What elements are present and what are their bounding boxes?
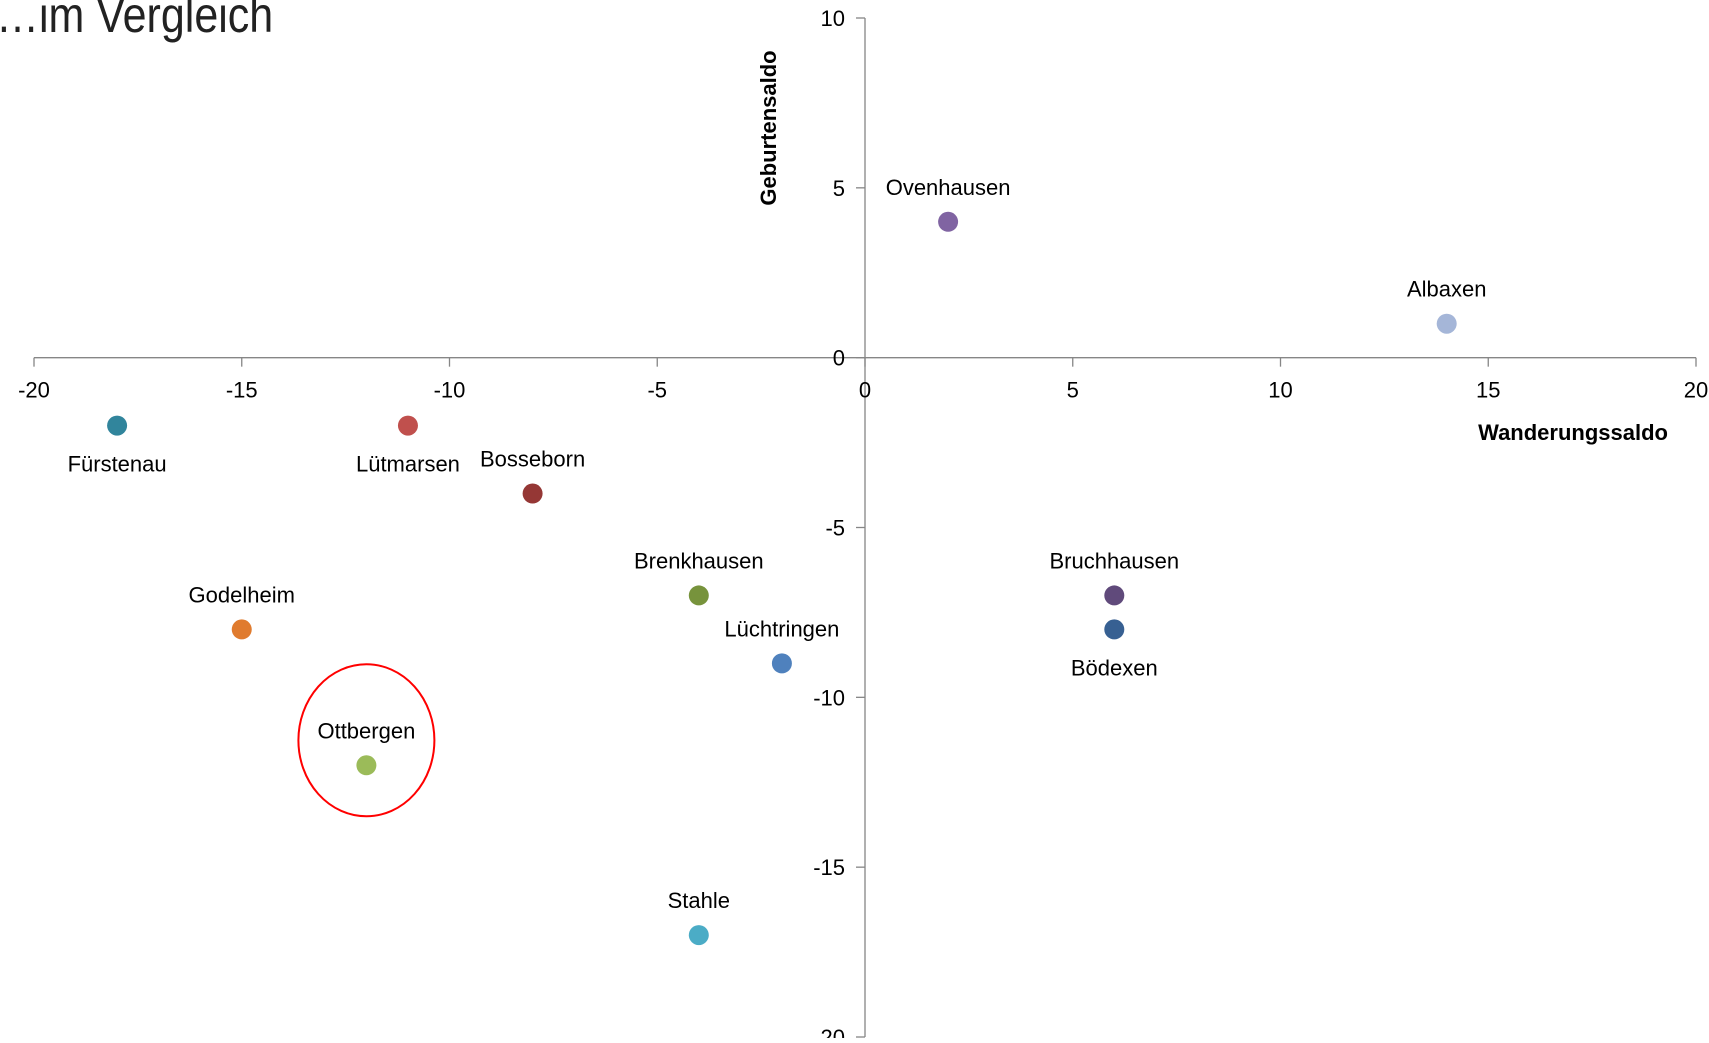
data-point-stahle: [688, 925, 709, 946]
x-tick-label: -5: [647, 378, 667, 403]
y-tick-label: -20: [813, 1025, 845, 1038]
data-point-luechtringen: [771, 653, 792, 674]
data-point-bruchhausen: [1104, 585, 1125, 606]
y-tick-label: -10: [813, 685, 845, 710]
data-label-bosseborn: Bosseborn: [480, 447, 585, 472]
data-label-ottbergen: Ottbergen: [317, 718, 415, 743]
x-tick-label: 0: [859, 378, 871, 403]
x-tick-label: 20: [1684, 378, 1708, 403]
data-label-brenkhausen: Brenkhausen: [634, 548, 764, 573]
y-axis-title: Geburtensaldo: [756, 50, 781, 205]
x-tick-label: 15: [1476, 378, 1500, 403]
x-tick-label: 10: [1268, 378, 1292, 403]
x-axis-title: Wanderungssaldo: [1478, 420, 1668, 445]
highlight-ellipse: [297, 663, 436, 818]
y-tick-label: -5: [825, 516, 845, 541]
data-point-albaxen: [1436, 313, 1457, 334]
y-tick-label: 10: [821, 6, 845, 31]
data-label-ovenhausen: Ovenhausen: [886, 175, 1011, 200]
data-point-ottbergen: [356, 755, 377, 776]
data-point-boedexen: [1104, 619, 1125, 640]
x-tick-label: -15: [226, 378, 258, 403]
x-tick-label: -10: [434, 378, 466, 403]
data-label-stahle: Stahle: [668, 888, 730, 913]
data-point-ovenhausen: [938, 211, 959, 232]
y-tick-label: -15: [813, 855, 845, 880]
data-label-fuerstenau: Fürstenau: [68, 452, 167, 477]
data-label-luetmarsen: Lütmarsen: [356, 452, 460, 477]
data-label-albaxen: Albaxen: [1407, 277, 1487, 302]
y-tick-label: 0: [833, 346, 845, 371]
data-label-luechtringen: Lüchtringen: [724, 616, 839, 641]
data-point-fuerstenau: [107, 415, 128, 436]
data-label-godelheim: Godelheim: [189, 582, 295, 607]
x-tick-label: 5: [1067, 378, 1079, 403]
data-label-bruchhausen: Bruchhausen: [1049, 548, 1179, 573]
data-point-luetmarsen: [397, 415, 418, 436]
y-tick-label: 5: [833, 176, 845, 201]
data-point-brenkhausen: [688, 585, 709, 606]
x-tick-label: -20: [18, 378, 50, 403]
data-label-boedexen: Bödexen: [1071, 655, 1158, 680]
chart-title: …im Vergleich: [0, 0, 274, 43]
data-point-bosseborn: [522, 483, 543, 504]
data-point-godelheim: [231, 619, 252, 640]
